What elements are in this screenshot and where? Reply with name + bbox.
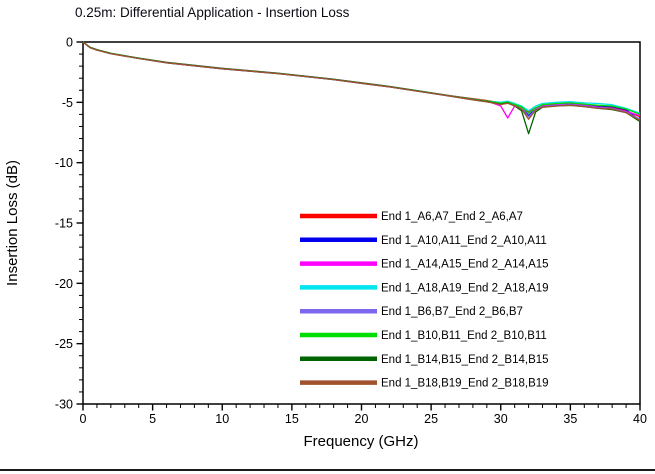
tick-labels: 0 5 10 15 20 25 30 35 40 0 -5 -10 -15 -20 -25 -30: [55, 36, 647, 427]
legend-entry: End 1_A10,A11_End 2_A10,A11: [300, 235, 547, 247]
svg-text:-10: -10: [55, 156, 73, 170]
svg-text:-20: -20: [55, 277, 73, 291]
svg-text:-5: -5: [62, 96, 73, 110]
legend-entry: End 1_A6,A7_End 2_A6,A7: [300, 211, 523, 223]
legend-entry: End 1_A18,A19_End 2_A18,A19: [300, 282, 549, 294]
svg-text:-15: -15: [55, 217, 73, 231]
legend-label: End 1_A14,A15_End 2_A14,A15: [381, 259, 549, 271]
plot-border: [82, 41, 641, 405]
x-axis-label: Frequency (GHz): [303, 433, 418, 450]
legend-label: End 1_B14,B15_End 2_B14,B15: [381, 354, 549, 366]
series-line-4: [82, 41, 641, 114]
axis-ticks: [76, 41, 641, 411]
svg-text:25: 25: [424, 412, 438, 426]
svg-text:35: 35: [563, 412, 577, 426]
svg-text:20: 20: [355, 412, 369, 426]
svg-text:30: 30: [494, 412, 508, 426]
series-line-6: [82, 41, 641, 116]
legend-entry: End 1_B18,B19_End 2_B18,B19: [300, 378, 549, 390]
svg-text:5: 5: [149, 412, 156, 426]
series-lines: [82, 41, 641, 135]
legend-entry: End 1_B14,B15_End 2_B14,B15: [300, 354, 549, 366]
legend-entry: End 1_B6,B7_End 2_B6,B7: [300, 306, 523, 318]
svg-text:-25: -25: [55, 337, 73, 351]
series-line-8: [82, 41, 641, 121]
legend-label: End 1_B6,B7_End 2_B6,B7: [381, 306, 523, 318]
svg-text:15: 15: [285, 412, 299, 426]
bottom-divider: [0, 469, 655, 471]
legend-label: End 1_A6,A7_End 2_A6,A7: [381, 211, 523, 223]
svg-text:40: 40: [633, 412, 647, 426]
legend-label: End 1_B18,B19_End 2_B18,B19: [381, 378, 549, 390]
legend-label: End 1_A18,A19_End 2_A18,A19: [381, 282, 549, 294]
series-line-7: [82, 41, 641, 135]
series-line-2: [82, 41, 641, 121]
series-line-5: [82, 41, 641, 120]
legend-entry: End 1_B10,B11_End 2_B10,B11: [300, 330, 547, 342]
svg-text:10: 10: [215, 412, 229, 426]
legend-entry: End 1_A14,A15_End 2_A14,A15: [300, 259, 549, 271]
legend-label: End 1_A10,A11_End 2_A10,A11: [381, 235, 547, 247]
legend: End 1_A6,A7_End 2_A6,A7 End 1_A10,A11_End…: [300, 211, 549, 390]
legend-label: End 1_B10,B11_End 2_B10,B11: [381, 330, 547, 342]
svg-text:0: 0: [66, 36, 73, 50]
svg-text:0: 0: [80, 412, 87, 426]
chart-title: 0.25m: Differential Application - Insert…: [75, 5, 350, 20]
svg-text:-30: -30: [55, 398, 73, 412]
y-axis-label: Insertion Loss (dB): [4, 160, 21, 286]
